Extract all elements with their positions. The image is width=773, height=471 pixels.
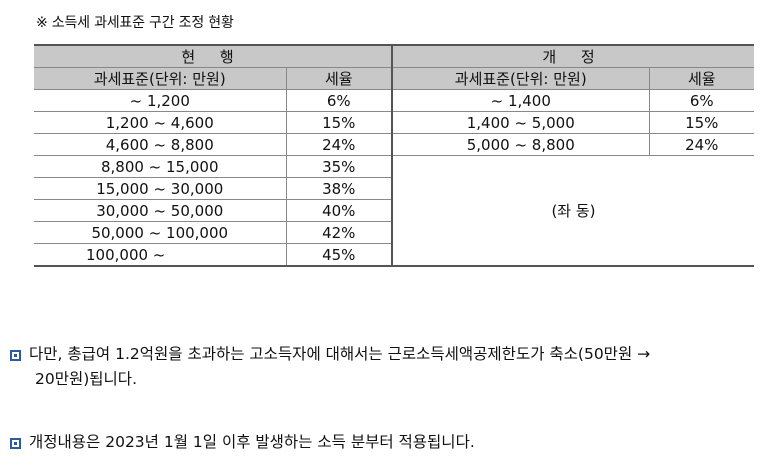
current-range: 4,600 ~ 8,800: [34, 133, 287, 156]
current-rate: 35%: [286, 155, 393, 178]
table-caption: ※ 소득세 과세표준 구간 조정 현황: [36, 15, 234, 31]
table-row: 15,000 ~ 30,000 38%: [34, 177, 754, 200]
current-range: 15,000 ~ 30,000: [34, 177, 287, 200]
note-effective-date: 개정내용은 2023년 1월 1일 이후 발생하는 소득 분부터 적용됩니다.: [10, 430, 762, 455]
revised-range: 5,000 ~ 8,800: [392, 133, 650, 156]
current-range: 30,000 ~ 50,000: [34, 199, 287, 222]
current-rate-header: 세율: [286, 67, 393, 90]
current-rate: 42%: [286, 221, 393, 244]
revised-rate: 6%: [649, 89, 754, 112]
revised-base-header: 과세표준(단위: 만원): [392, 67, 650, 90]
revised-range: 1,400 ~ 5,000: [392, 111, 650, 134]
square-bullet-icon: [10, 350, 21, 361]
table-row: 50,000 ~ 100,000 42%: [34, 221, 754, 244]
table-row: 1,200 ~ 4,600 15% 1,400 ~ 5,000 15%: [34, 111, 754, 134]
table-row: 8,800 ~ 15,000 35% (좌 동): [34, 155, 754, 267]
current-rate: 40%: [286, 199, 393, 222]
table-row: 100,000 ~ 45%: [34, 243, 754, 267]
current-rate: 38%: [286, 177, 393, 200]
revised-rate-header: 세율: [649, 67, 754, 90]
revised-header: 개 정: [392, 44, 754, 68]
same-as-left-cell: (좌 동): [392, 155, 754, 267]
note-text: 개정내용은 2023년 1월 1일 이후 발생하는 소득 분부터 적용됩니다.: [29, 433, 475, 451]
current-rate: 6%: [286, 89, 393, 112]
current-rate: 24%: [286, 133, 393, 156]
table-row: 4,600 ~ 8,800 24% 5,000 ~ 8,800 24%: [34, 133, 754, 156]
current-base-header: 과세표준(단위: 만원): [34, 67, 287, 90]
table-row: 30,000 ~ 50,000 40%: [34, 199, 754, 222]
current-range: 1,200 ~ 4,600: [34, 111, 287, 134]
current-range: 50,000 ~ 100,000: [34, 221, 287, 244]
current-rate: 15%: [286, 111, 393, 134]
tax-bracket-table: 현 행 개 정 과세표준(단위: 만원) 세율 과세표준(단위: 만원) 세율 …: [34, 44, 754, 267]
current-range: ~ 1,200: [34, 89, 287, 112]
table-row: ~ 1,200 6% ~ 1,400 6%: [34, 89, 754, 112]
note-income-cap: 다만, 총급여 1.2억원을 초과하는 고소득자에 대해서는 근로소득세액공제한…: [10, 342, 762, 392]
current-range: 8,800 ~ 15,000: [34, 155, 287, 178]
current-rate: 45%: [286, 243, 393, 267]
note-text-line1: 다만, 총급여 1.2억원을 초과하는 고소득자에 대해서는 근로소득세액공제한…: [29, 345, 651, 363]
note-text-line2: 20만원)됩니다.: [35, 370, 137, 388]
revised-rate: 24%: [649, 133, 754, 156]
revised-rate: 15%: [649, 111, 754, 134]
revised-range: ~ 1,400: [392, 89, 650, 112]
square-bullet-icon: [10, 438, 21, 449]
current-range: 100,000 ~: [34, 243, 287, 267]
current-header: 현 행: [34, 44, 393, 68]
